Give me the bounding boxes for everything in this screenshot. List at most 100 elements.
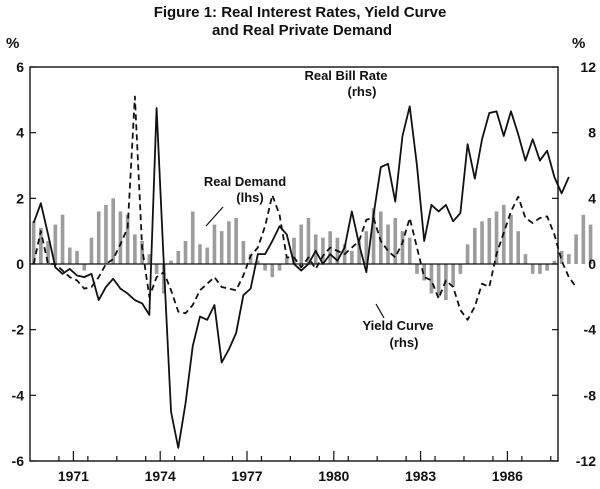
annotations: Real Bill Rate (rhs) Real Demand (lhs) Y… xyxy=(204,68,434,350)
real-demand-bar xyxy=(473,227,477,264)
real-demand-label: Real Demand xyxy=(204,174,286,189)
real-demand-bar xyxy=(545,264,549,271)
real-demand-bar xyxy=(465,244,470,264)
real-demand-bar xyxy=(516,231,521,264)
real-demand-bar xyxy=(31,221,36,264)
x-axis-tick-label: 1977 xyxy=(231,468,262,484)
real-demand-bar xyxy=(125,214,130,264)
real-demand-bar xyxy=(299,224,304,264)
right-axis-tick-label: -12 xyxy=(576,453,596,469)
left-axis-tick-label: -6 xyxy=(12,453,25,469)
yield-curve-label: Yield Curve xyxy=(362,318,433,333)
real-demand-bar xyxy=(480,221,484,264)
real-demand-bar xyxy=(53,224,58,264)
real-demand-bar xyxy=(234,218,238,264)
real-demand-bar xyxy=(270,264,275,278)
real-demand-bar xyxy=(407,237,412,264)
real-demand-bar xyxy=(350,250,354,264)
real-demand-bar xyxy=(581,214,586,264)
real-demand-bar xyxy=(176,250,181,264)
yield-curve-sublabel: (rhs) xyxy=(390,335,419,350)
real-demand-bar xyxy=(75,250,79,264)
real-demand-bar xyxy=(458,264,463,274)
real-demand-bar xyxy=(306,218,311,264)
left-axis-tick-label: 6 xyxy=(16,59,24,75)
real-demand-bar xyxy=(241,241,246,264)
real-demand-bar xyxy=(277,264,282,271)
real-demand-bar xyxy=(552,260,557,264)
real-demand-bar xyxy=(574,234,578,264)
real-demand-bar xyxy=(219,231,224,264)
real-demand-bar xyxy=(82,264,87,271)
real-demand-bar xyxy=(422,264,426,281)
left-axis-tick-label: -2 xyxy=(12,322,25,338)
x-axis-tick-label: 1986 xyxy=(492,468,523,484)
left-axis-tick-label: -4 xyxy=(12,387,25,403)
real-demand-bar xyxy=(436,264,441,297)
real-demand-bar xyxy=(371,208,376,264)
real-demand-bar xyxy=(111,198,115,264)
real-demand-bar xyxy=(118,211,123,264)
real-demand-bar xyxy=(147,254,152,264)
left-axis-tick-label: 2 xyxy=(16,190,24,206)
real-demand-bar xyxy=(494,211,499,264)
real-demand-bar xyxy=(313,234,318,264)
x-axis-tick-label: 1983 xyxy=(405,468,436,484)
right-axis-unit: % xyxy=(572,35,585,52)
x-axis-tick-label: 1971 xyxy=(58,468,89,484)
real-demand-bar xyxy=(46,241,50,264)
real-demand-bar xyxy=(169,260,173,264)
line-series xyxy=(32,95,577,449)
x-axis-tick-label: 1974 xyxy=(145,468,176,484)
real-demand-bar xyxy=(538,264,542,274)
real-demand-bar xyxy=(60,214,65,264)
real-demand-bar xyxy=(567,254,571,264)
real-demand-bar xyxy=(198,244,202,264)
real-demand-bar xyxy=(292,237,296,264)
real-bill-rate-line xyxy=(32,105,570,449)
real-demand-bar xyxy=(530,264,535,274)
real-demand-bar xyxy=(487,218,492,264)
real-demand-bar xyxy=(248,254,253,264)
axes: -6 -4 -2 0 2 4 6 -12 -8 -4 0 4 8 12 1971 1974 1977 1980 19… xyxy=(12,59,597,484)
real-demand-bar xyxy=(89,237,94,264)
real-demand-bar xyxy=(357,241,361,264)
left-axis-tick-label: 0 xyxy=(16,256,24,272)
right-axis-tick-label: 12 xyxy=(580,59,596,75)
real-demand-bar xyxy=(415,264,419,274)
real-demand-bar xyxy=(154,264,159,274)
real-demand-bar xyxy=(183,241,188,264)
real-demand-bar xyxy=(386,224,390,264)
chart-subtitle: and Real Private Demand xyxy=(212,22,392,39)
left-axis-unit: % xyxy=(6,35,19,52)
right-axis-tick-label: 8 xyxy=(588,125,596,141)
real-demand-sublabel: (lhs) xyxy=(236,190,263,205)
real-demand-bar xyxy=(523,254,528,264)
real-demand-bar xyxy=(205,247,210,264)
right-axis-tick-label: 4 xyxy=(588,190,596,206)
real-demand-pointer xyxy=(205,206,224,227)
right-axis-tick-label: 0 xyxy=(588,256,596,272)
real-demand-bar xyxy=(67,247,72,264)
real-demand-bar xyxy=(39,227,43,264)
right-axis-tick-label: -8 xyxy=(584,387,597,403)
real-demand-bar xyxy=(451,264,455,287)
real-demand-bar xyxy=(284,257,289,264)
real-demand-bar xyxy=(400,231,405,264)
real-demand-bar xyxy=(190,211,195,264)
real-demand-bar xyxy=(140,241,144,264)
real-demand-bar xyxy=(364,231,369,264)
real-demand-bar xyxy=(509,214,513,264)
real-demand-bar xyxy=(393,218,398,264)
real-demand-bar xyxy=(429,264,434,294)
x-axis-tick-label: 1980 xyxy=(318,468,349,484)
right-axis-tick-label: -4 xyxy=(584,322,597,338)
left-axis-tick-label: 4 xyxy=(16,125,24,141)
chart-title: Figure 1: Real Interest Rates, Yield Cur… xyxy=(154,4,447,21)
real-bill-rate-sublabel: (rhs) xyxy=(348,84,377,99)
real-demand-bar xyxy=(256,260,260,264)
real-demand-bar xyxy=(378,211,383,264)
real-demand-bar xyxy=(212,224,217,264)
real-demand-bar xyxy=(133,234,137,264)
